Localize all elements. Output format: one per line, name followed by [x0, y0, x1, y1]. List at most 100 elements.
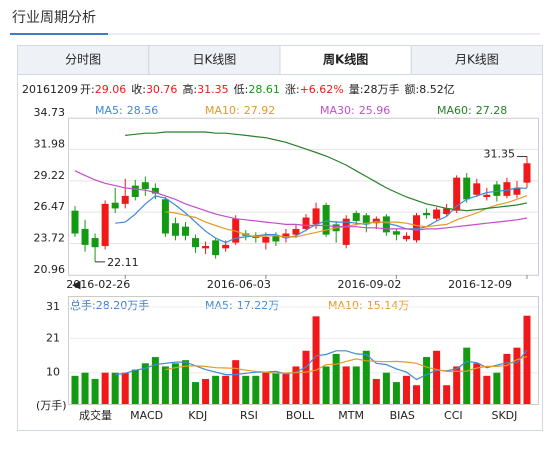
ma-label: MA30: 25.96	[320, 104, 390, 117]
indicator-tab[interactable]: 成交量	[79, 408, 112, 422]
volume-bar	[443, 385, 451, 404]
indicator-tab[interactable]: RSI	[240, 409, 258, 422]
volume-bar	[101, 372, 109, 404]
info-item: 20161209	[22, 83, 78, 96]
ma-line	[115, 187, 528, 244]
candle-body	[523, 163, 531, 183]
candle-body	[392, 231, 400, 235]
candle-body	[443, 208, 451, 215]
candle-body	[322, 204, 330, 235]
x-tick-label: 2016-09-02	[337, 278, 401, 291]
volume-bar	[423, 357, 431, 404]
volume-ma-value: 15.14万	[367, 299, 410, 312]
volume-bar	[202, 378, 210, 404]
candle-body	[402, 235, 410, 240]
volume-bar	[312, 316, 320, 404]
candle-body	[222, 244, 230, 249]
volume-bar	[91, 378, 99, 404]
candle-body	[493, 184, 501, 196]
candle-body	[192, 238, 200, 248]
info-item: 29.06	[95, 83, 127, 96]
volume-tick-label: 10	[46, 366, 60, 379]
volume-ma-line	[115, 349, 528, 381]
volume-bar	[161, 366, 169, 404]
tab-label[interactable]: 月K线图	[455, 53, 499, 67]
candle-body	[121, 195, 129, 204]
candle-body	[262, 236, 270, 243]
volume-bar	[372, 378, 380, 404]
volume-bar	[121, 372, 129, 404]
x-tick-label: 2016-02-26	[66, 278, 130, 291]
y-tick-label: 31.98	[34, 137, 66, 150]
y-tick-label: 34.73	[34, 106, 66, 119]
candle-body	[272, 235, 280, 242]
indicator-tab[interactable]: BOLL	[286, 409, 315, 422]
info-item: 开:	[80, 83, 95, 96]
volume-bar	[171, 363, 179, 404]
tab-label[interactable]: 日K线图	[192, 53, 236, 67]
volume-bar	[111, 372, 119, 404]
volume-ma-label: MA10: 15.14万	[328, 299, 409, 312]
volume-ma-value: 17.22万	[237, 299, 280, 312]
indicator-tab[interactable]: CCI	[444, 409, 463, 422]
volume-bar	[332, 353, 340, 404]
tab[interactable]	[17, 45, 150, 75]
ma-label: MA5: 28.56	[95, 104, 158, 117]
info-item: 额:	[404, 83, 419, 96]
volume-bar	[181, 360, 189, 404]
candle-body	[312, 208, 320, 225]
volume-bar	[493, 372, 501, 404]
scroll-left: ◀	[72, 278, 81, 291]
candle-body	[513, 187, 521, 195]
candle-body	[131, 185, 139, 198]
volume-name: 总手:	[70, 298, 96, 312]
volume-total: 28.20万手	[96, 298, 150, 312]
volume-bar	[473, 363, 481, 404]
section-title: 行业周期分析	[12, 10, 96, 26]
indicator-tab[interactable]: MTM	[338, 409, 364, 422]
indicator-tab[interactable]: KDJ	[188, 409, 207, 422]
ma-label: MA60: 27.28	[437, 104, 507, 117]
tab-label[interactable]: 分时图	[65, 53, 101, 67]
tab[interactable]	[148, 45, 281, 75]
candle-body	[91, 238, 99, 248]
indicator-tab[interactable]: SKDJ	[491, 409, 517, 422]
volume-bar	[433, 350, 441, 404]
volume-bar	[252, 375, 260, 404]
indicator-tab[interactable]: BIAS	[390, 409, 415, 422]
tab[interactable]	[279, 45, 412, 75]
info-item: 量:	[349, 83, 364, 96]
volume-bar	[222, 375, 230, 404]
candle-body	[423, 212, 431, 216]
ma-name: MA60:	[437, 104, 472, 117]
volume-bar	[342, 366, 350, 404]
candle-body	[362, 215, 370, 225]
info-item: 28万手	[363, 82, 399, 96]
candle-body	[342, 218, 350, 245]
ma-name: MA30:	[320, 104, 355, 117]
info-item: 30.76	[146, 83, 178, 96]
volume-ma-label: MA5: 17.22万	[205, 299, 279, 312]
tab-label[interactable]: 周K线图	[323, 52, 368, 67]
volume-bar	[302, 350, 310, 404]
volume-bar	[382, 372, 390, 404]
info-item: +6.62%	[300, 83, 344, 96]
candle-body	[161, 199, 169, 234]
volume-bar	[262, 372, 270, 404]
candle-body	[212, 240, 220, 256]
volume-bar	[523, 315, 531, 404]
quote-info: 20161209 开:29.06 收:30.76 高:31.35 低:28.61 涨:+6…	[22, 82, 455, 96]
low-annotation: 22.11	[107, 256, 139, 269]
volume-bar	[272, 372, 280, 404]
y-tick-label: 26.47	[34, 200, 66, 213]
ma-label: MA10: 27.92	[205, 104, 275, 117]
candle-body	[71, 210, 79, 234]
tab[interactable]	[410, 45, 543, 75]
volume-bar	[513, 347, 521, 404]
volume-bar	[71, 375, 79, 404]
volume-tick-label: 21	[46, 331, 60, 344]
indicator-tab[interactable]: MACD	[130, 409, 163, 422]
volume-bar	[292, 366, 300, 404]
